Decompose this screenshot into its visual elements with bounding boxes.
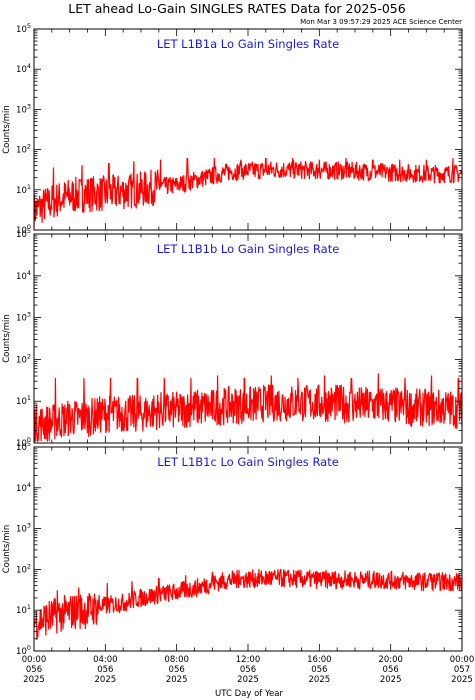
x-tick-label-doy: 057 [454, 665, 470, 675]
x-axis: 00:00056202504:00056202508:00056202512:0… [22, 655, 475, 685]
x-tick-label-year: 2025 [95, 675, 117, 685]
panel-1: 100 101 102 103 104 105 LET L1B1a Lo Gain Sing… [2, 22, 463, 236]
series-line-2 [34, 373, 462, 443]
y-tick-label: 103 [16, 522, 31, 535]
panel-frame [33, 28, 463, 231]
x-tick-label-year: 2025 [451, 675, 473, 685]
y-tick-label: 101 [16, 183, 31, 196]
x-tick-label-time: 08:00 [164, 655, 189, 665]
panel-3: 100 101 102 103 104 105 LET L1B1c Lo Gain Sing… [2, 440, 463, 657]
x-tick-label-year: 2025 [237, 675, 259, 685]
y-axis-label: Counts/min [2, 525, 12, 574]
x-tick-label-time: 16:00 [307, 655, 332, 665]
x-tick-label-doy: 056 [311, 665, 327, 675]
y-tick-label: 103 [16, 102, 31, 115]
panel-title-3: LET L1B1c Lo Gain Singles Rate [157, 455, 339, 469]
y-tick-label: 101 [16, 603, 31, 616]
x-tick-label-doy: 056 [26, 665, 42, 675]
panel-title-1: LET L1B1a Lo Gain Singles Rate [157, 37, 339, 51]
y-axis-label: Counts/min [2, 105, 12, 154]
x-axis-label: UTC Day of Year [215, 689, 283, 699]
y-tick-label: 100 [16, 644, 31, 657]
y-tick-label: 104 [16, 481, 31, 494]
panels: 100 101 102 103 104 105 LET L1B1a Lo Gain Sing… [2, 22, 463, 657]
panel-2: 100 101 102 103 104 105 LET L1B1b Lo Gain Sing… [2, 227, 463, 449]
x-tick-label-doy: 056 [97, 665, 113, 675]
x-tick-label-time: 00:00 [450, 655, 475, 665]
y-tick-label: 103 [16, 311, 31, 324]
panel-title-2: LET L1B1b Lo Gain Singles Rate [157, 242, 340, 256]
y-tick-label: 100 [16, 436, 31, 449]
y-tick-label: 105 [16, 227, 31, 240]
y-tick-label: 105 [16, 22, 31, 35]
x-tick-label-time: 04:00 [93, 655, 118, 665]
series-line-3 [34, 568, 462, 641]
y-tick-label: 104 [16, 269, 31, 282]
x-tick-label-time: 00:00 [22, 655, 47, 665]
y-axis-label: Counts/min [2, 314, 12, 363]
x-tick-label-time: 12:00 [236, 655, 261, 665]
chart-title: LET ahead Lo-Gain SINGLES RATES Data for… [68, 1, 405, 16]
x-tick-label-year: 2025 [309, 675, 331, 685]
y-tick-label: 102 [16, 143, 31, 156]
x-tick-label-year: 2025 [166, 675, 188, 685]
x-tick-label-year: 2025 [23, 675, 45, 685]
y-tick-label: 105 [16, 440, 31, 453]
timestamp: Mon Mar 3 09:57:29 2025 ACE Science Cent… [300, 18, 462, 26]
y-tick-label: 102 [16, 352, 31, 365]
y-tick-label: 100 [16, 223, 31, 236]
y-tick-label: 102 [16, 562, 31, 575]
x-tick-label-doy: 056 [169, 665, 185, 675]
panel-frame [33, 446, 463, 652]
y-tick-label: 101 [16, 394, 31, 407]
x-tick-label-doy: 056 [383, 665, 399, 675]
x-tick-label-time: 20:00 [378, 655, 403, 665]
x-tick-label-doy: 056 [240, 665, 256, 675]
y-tick-label: 104 [16, 62, 31, 75]
series-line-1 [34, 157, 462, 229]
x-tick-label-year: 2025 [380, 675, 402, 685]
